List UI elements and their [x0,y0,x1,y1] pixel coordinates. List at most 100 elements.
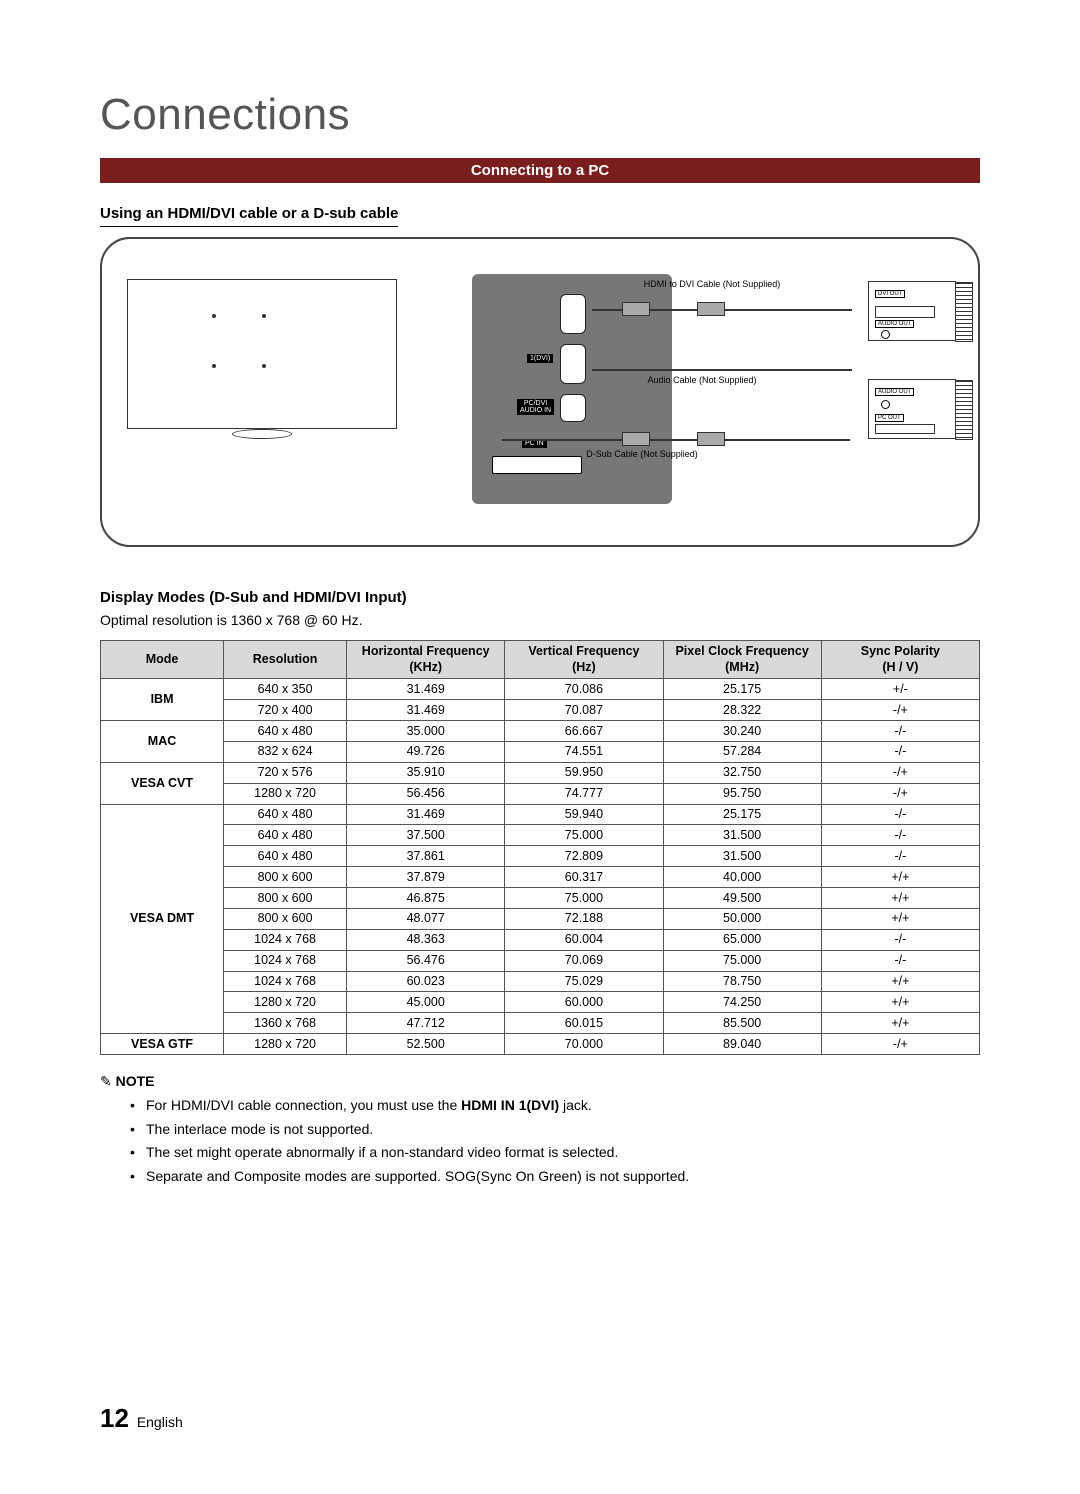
table-cell: 95.750 [663,783,821,804]
note-block: ✎ NOTE For HDMI/DVI cable connection, yo… [100,1073,980,1186]
table-cell: 70.069 [505,950,663,971]
mode-cell: VESA DMT [101,804,224,1034]
table-cell: 75.000 [505,825,663,846]
pc-port-icon [875,306,935,318]
table-cell: +/+ [821,1013,979,1034]
table-row: VESA GTF1280 x 72052.50070.00089.040-/+ [101,1034,980,1055]
table-cell: 1024 x 768 [224,971,347,992]
tv-dot [212,364,216,368]
table-cell: 49.500 [663,888,821,909]
table-cell: 50.000 [663,908,821,929]
mode-cell: MAC [101,721,224,763]
cable-label: HDMI to DVI Cable (Not Supplied) [612,279,812,289]
tv-front-icon [127,279,397,429]
pc-label: AUDIO OUT [875,388,914,396]
table-row: MAC640 x 48035.00066.66730.240-/- [101,721,980,742]
page-footer: 12 English [100,1403,183,1434]
table-row: VESA CVT720 x 57635.91059.95032.750-/+ [101,762,980,783]
table-cell: 60.015 [505,1013,663,1034]
table-header: Horizontal Frequency(KHz) [347,641,505,679]
optimal-resolution-text: Optimal resolution is 1360 x 768 @ 60 Hz… [100,612,980,628]
table-row: 1024 x 76856.47670.06975.000-/- [101,950,980,971]
table-cell: -/- [821,825,979,846]
table-cell: 75.029 [505,971,663,992]
table-cell: 800 x 600 [224,908,347,929]
table-cell: -/+ [821,762,979,783]
table-cell: 31.469 [347,700,505,721]
table-cell: 85.500 [663,1013,821,1034]
pc-label: AUDIO OUT [875,320,914,328]
page-title: Connections [100,90,980,140]
table-cell: 37.500 [347,825,505,846]
pc-port-icon [875,424,935,434]
table-cell: 75.000 [663,950,821,971]
note-item: The set might operate abnormally if a no… [130,1143,980,1163]
port-label: 1(DVI) [527,354,553,363]
table-cell: 25.175 [663,804,821,825]
table-cell: 31.500 [663,846,821,867]
connector-icon [697,302,725,316]
table-cell: -/- [821,846,979,867]
table-cell: 1024 x 768 [224,929,347,950]
table-cell: -/+ [821,783,979,804]
table-cell: 45.000 [347,992,505,1013]
table-cell: 48.077 [347,908,505,929]
table-cell: +/+ [821,908,979,929]
table-cell: 720 x 576 [224,762,347,783]
table-cell: 74.551 [505,741,663,762]
hdmi-port-icon [560,294,586,334]
table-row: 720 x 40031.46970.08728.322-/+ [101,700,980,721]
connector-icon [622,432,650,446]
table-cell: 37.879 [347,867,505,888]
table-cell: 60.004 [505,929,663,950]
table-cell: 1280 x 720 [224,1034,347,1055]
mode-cell: VESA CVT [101,762,224,804]
page-number: 12 [100,1403,129,1433]
mode-cell: VESA GTF [101,1034,224,1055]
table-cell: 70.000 [505,1034,663,1055]
table-cell: 31.469 [347,804,505,825]
tv-dot [212,314,216,318]
table-cell: 1280 x 720 [224,992,347,1013]
table-cell: 47.712 [347,1013,505,1034]
table-cell: +/+ [821,992,979,1013]
table-cell: 32.750 [663,762,821,783]
table-cell: 35.000 [347,721,505,742]
table-row: 800 x 60048.07772.18850.000+/+ [101,908,980,929]
table-cell: 75.000 [505,888,663,909]
pc-label: DVI OUT [875,290,905,298]
audio-port-icon [560,394,586,422]
tv-dot [262,364,266,368]
table-cell: -/- [821,929,979,950]
table-header: Mode [101,641,224,679]
table-cell: 720 x 400 [224,700,347,721]
table-cell: 72.188 [505,908,663,929]
table-cell: +/+ [821,971,979,992]
table-row: 1360 x 76847.71260.01585.500+/+ [101,1013,980,1034]
port-label: PC/DVI AUDIO IN [517,399,554,415]
table-cell: 89.040 [663,1034,821,1055]
table-cell: 1280 x 720 [224,783,347,804]
table-cell: 31.469 [347,679,505,700]
table-row: 1280 x 72045.00060.00074.250+/+ [101,992,980,1013]
table-cell: 35.910 [347,762,505,783]
table-cell: 49.726 [347,741,505,762]
table-cell: 65.000 [663,929,821,950]
table-cell: 25.175 [663,679,821,700]
audio-cable-icon [592,369,852,371]
table-row: 1024 x 76848.36360.00465.000-/- [101,929,980,950]
note-label: NOTE [116,1073,155,1089]
table-cell: 56.456 [347,783,505,804]
note-item: Separate and Composite modes are support… [130,1167,980,1187]
table-cell: 52.500 [347,1034,505,1055]
table-cell: 57.284 [663,741,821,762]
table-cell: 28.322 [663,700,821,721]
table-row: 640 x 48037.50075.00031.500-/- [101,825,980,846]
subheading-display-modes: Display Modes (D-Sub and HDMI/DVI Input) [100,589,980,606]
tv-stand-icon [232,429,292,439]
table-cell: -/- [821,721,979,742]
table-cell: 640 x 480 [224,721,347,742]
table-cell: 59.950 [505,762,663,783]
table-cell: 1024 x 768 [224,950,347,971]
pc-vga-icon: AUDIO OUT PC OUT [868,379,956,439]
